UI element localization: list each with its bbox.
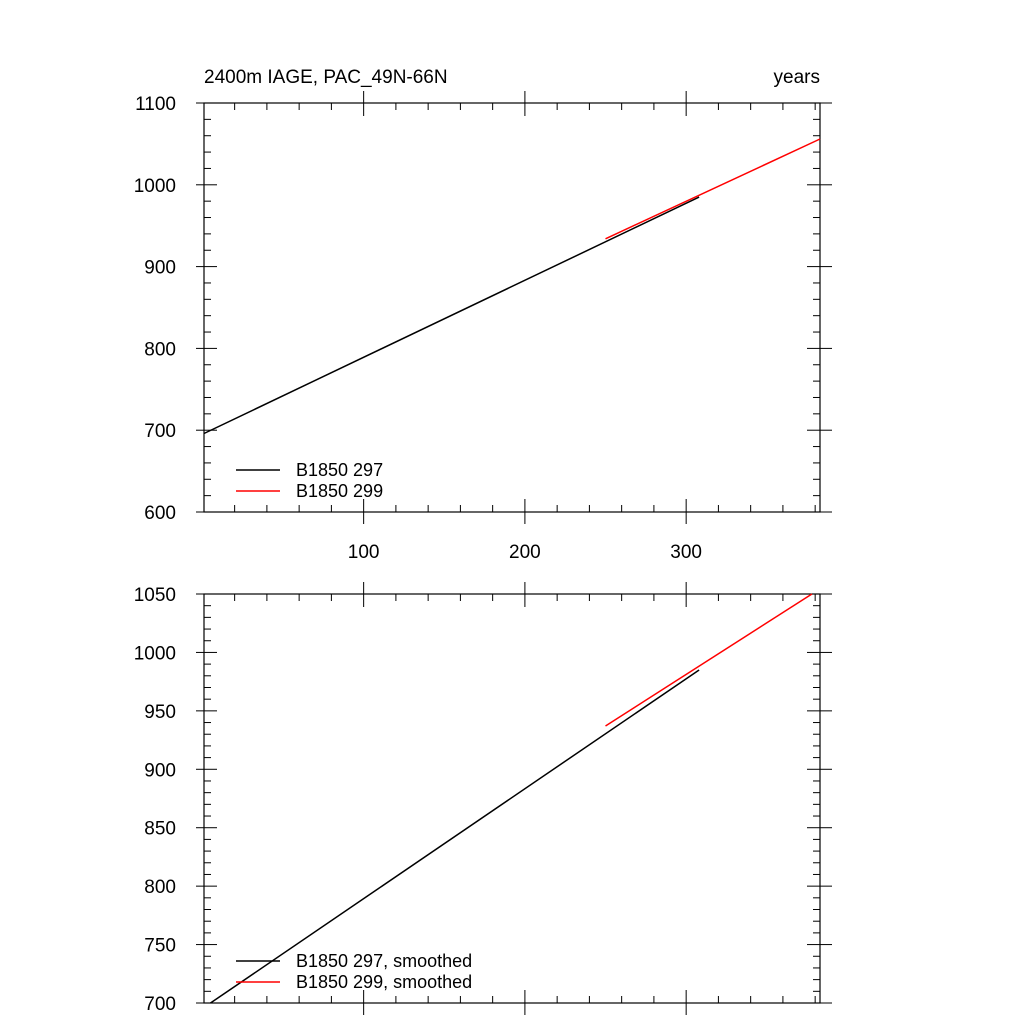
bottom-plot-frame (203, 593, 821, 1004)
series-line-b1850-297 (203, 196, 700, 435)
y-tick-label: 700 (144, 994, 176, 1015)
y-tick-label: 950 (144, 702, 176, 723)
bottom-panel: 700 750 800 850 900 950 1000 1050 B1850 297, sm… (134, 582, 832, 1015)
y-tick-label: 850 (144, 819, 176, 840)
y-tick-label: 900 (144, 760, 176, 781)
y-tick-label: 900 (144, 258, 176, 279)
bottom-ticks: 700 750 800 850 900 950 1000 1050 (134, 582, 832, 1015)
bottom-series-lines (210, 593, 813, 1004)
legend-label: B1850 299, smoothed (296, 972, 472, 992)
legend-label: B1850 299 (296, 481, 383, 501)
y-tick-label: 800 (144, 877, 176, 898)
top-plot-frame (203, 102, 821, 513)
x-tick-label: 200 (509, 542, 541, 563)
y-tick-label: 1100 (135, 94, 176, 115)
top-series-lines (203, 138, 821, 435)
y-tick-label: 600 (144, 503, 176, 524)
y-tick-label: 1050 (134, 585, 176, 606)
x-tick-label: 100 (348, 542, 380, 563)
top-panel-title: 2400m IAGE, PAC_49N-66N (204, 67, 448, 88)
y-tick-label: 800 (144, 339, 176, 360)
y-tick-label: 1000 (134, 643, 176, 664)
y-tick-label: 750 (144, 936, 176, 957)
legend-label: B1850 297, smoothed (296, 951, 472, 971)
top-panel-units: years (774, 67, 820, 88)
series-line-b1850-299 (605, 138, 821, 240)
top-ticks: 600 700 800 900 1000 1100 100 200 300 (134, 91, 832, 563)
top-panel: 2400m IAGE, PAC_49N-66N years 600 700 800 9… (134, 67, 832, 563)
y-tick-label: 700 (144, 421, 176, 442)
y-tick-label: 1000 (134, 176, 176, 197)
series-line-b1850-297 (210, 669, 700, 1004)
legend-label: B1850 297 (296, 460, 383, 480)
series-line-b1850-299 (605, 593, 813, 727)
x-tick-label: 300 (670, 542, 702, 563)
